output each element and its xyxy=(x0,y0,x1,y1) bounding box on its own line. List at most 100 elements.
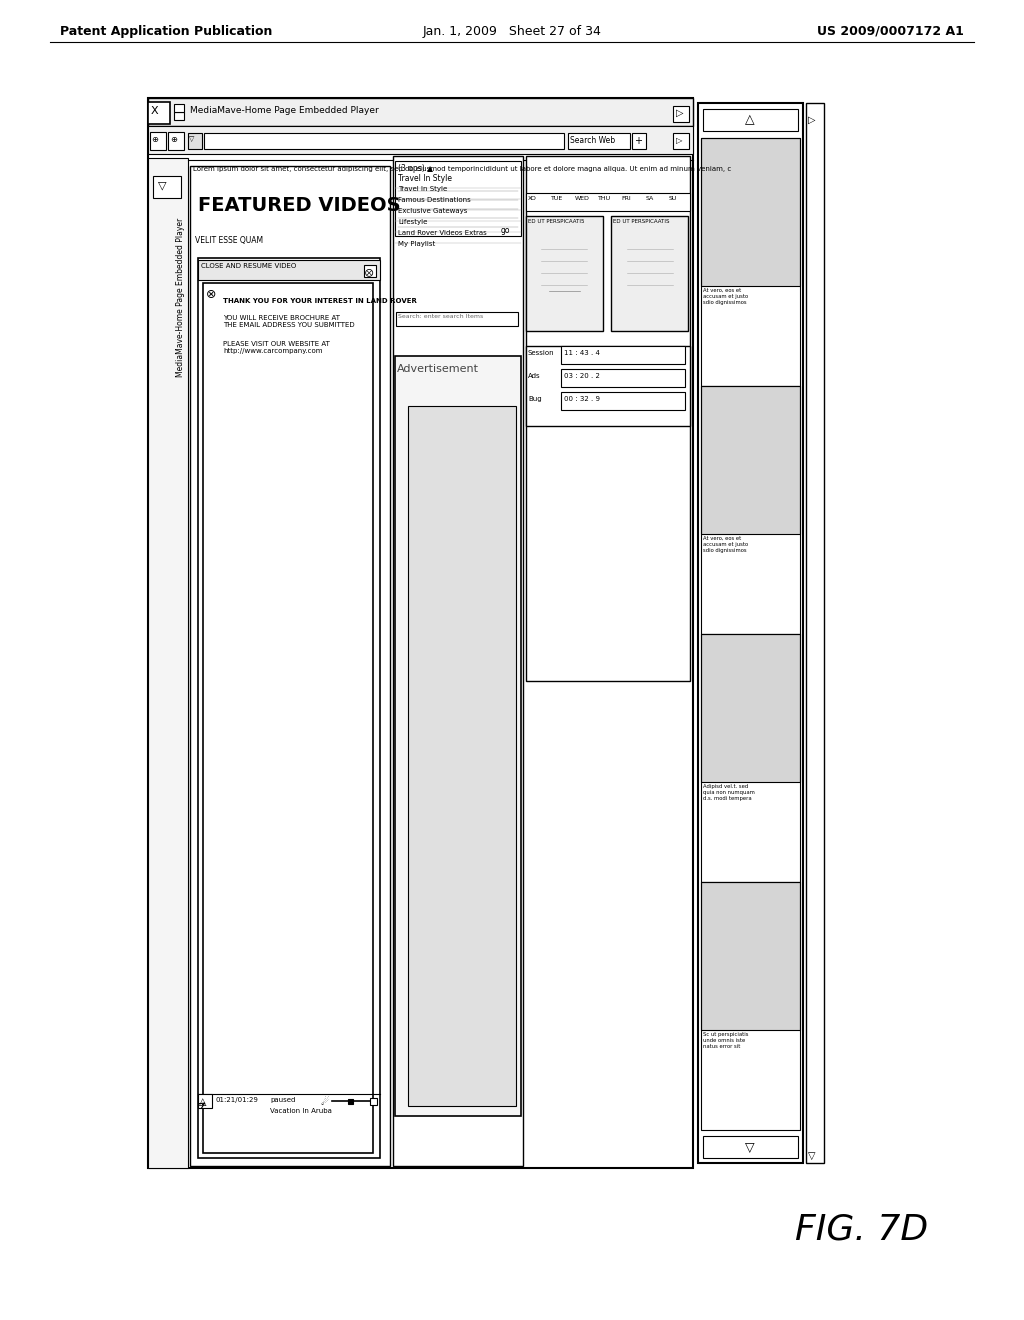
Bar xyxy=(701,385,800,535)
Bar xyxy=(198,260,380,280)
Text: At vero, eos et
accusam et justo
sdio dignissimos: At vero, eos et accusam et justo sdio di… xyxy=(703,536,749,553)
Bar xyxy=(148,158,188,1168)
Text: Search: enter search Items: Search: enter search Items xyxy=(398,314,483,319)
Text: +: + xyxy=(634,136,642,147)
Text: ▷: ▷ xyxy=(808,115,815,125)
Bar xyxy=(148,98,693,125)
Text: At vero, eos et
accusam et justo
sdio dignissimos: At vero, eos et accusam et justo sdio di… xyxy=(703,288,749,305)
Bar xyxy=(153,176,181,198)
Text: Famous Destinations: Famous Destinations xyxy=(398,197,471,203)
Text: Land Rover Videos Extras: Land Rover Videos Extras xyxy=(398,230,486,236)
Text: Advertisement: Advertisement xyxy=(397,364,479,374)
Bar xyxy=(632,133,646,149)
Bar xyxy=(370,1098,377,1105)
Text: (3 ops) ▲: (3 ops) ▲ xyxy=(398,164,433,173)
Text: Jan. 1, 2009   Sheet 27 of 34: Jan. 1, 2009 Sheet 27 of 34 xyxy=(423,25,601,38)
Text: Patent Application Publication: Patent Application Publication xyxy=(60,25,272,38)
Text: ⊕: ⊕ xyxy=(170,135,177,144)
Text: 03 : 20 . 2: 03 : 20 . 2 xyxy=(564,374,600,379)
Text: SA: SA xyxy=(645,195,653,201)
Bar xyxy=(188,133,202,149)
Text: ▷: ▷ xyxy=(676,108,683,117)
Text: Ads: Ads xyxy=(528,374,541,379)
Text: Session: Session xyxy=(528,350,555,356)
Bar xyxy=(148,98,693,1168)
Bar xyxy=(198,257,380,1158)
Bar xyxy=(348,1100,353,1104)
Text: CLOSE AND RESUME VIDEO: CLOSE AND RESUME VIDEO xyxy=(201,263,296,269)
Bar xyxy=(701,139,800,286)
Bar xyxy=(148,102,170,124)
Text: Travel In Style: Travel In Style xyxy=(398,186,447,191)
Text: VELIT ESSE QUAM: VELIT ESSE QUAM xyxy=(195,236,263,246)
Text: Search Web: Search Web xyxy=(570,136,615,145)
Bar xyxy=(364,265,376,277)
Text: ⨂: ⨂ xyxy=(365,267,374,276)
Text: ▽: ▽ xyxy=(808,1151,815,1162)
Text: Bug: Bug xyxy=(528,396,542,403)
Text: FRI: FRI xyxy=(622,195,632,201)
Bar xyxy=(190,166,390,1166)
Bar xyxy=(561,370,685,387)
Text: My Playlist: My Playlist xyxy=(398,242,435,247)
Bar xyxy=(396,312,518,326)
Text: ▽: ▽ xyxy=(745,1140,755,1154)
Bar xyxy=(198,1094,212,1107)
Text: ▷: ▷ xyxy=(676,136,683,145)
Text: paused: paused xyxy=(270,1097,295,1104)
Bar xyxy=(611,216,688,331)
Bar xyxy=(204,133,564,149)
Bar xyxy=(526,216,603,331)
Text: ⊗: ⊗ xyxy=(206,288,216,301)
Text: 00 : 32 . 9: 00 : 32 . 9 xyxy=(564,396,600,403)
Bar xyxy=(806,103,824,1163)
Text: Exclusive Gateways: Exclusive Gateways xyxy=(398,209,467,214)
Bar xyxy=(408,407,516,1106)
Text: ▽: ▽ xyxy=(189,136,195,143)
Bar xyxy=(526,346,690,426)
Text: US 2009/0007172 A1: US 2009/0007172 A1 xyxy=(817,25,964,38)
Bar xyxy=(174,104,184,112)
Text: SU: SU xyxy=(669,195,677,201)
Bar xyxy=(673,106,689,121)
Text: Travel In Style: Travel In Style xyxy=(398,174,452,183)
Text: △: △ xyxy=(745,114,755,125)
Bar xyxy=(703,110,798,131)
Text: X: X xyxy=(151,106,159,116)
Text: YOU WILL RECEIVE BROCHURE AT
THE EMAIL ADDRESS YOU SUBMITTED: YOU WILL RECEIVE BROCHURE AT THE EMAIL A… xyxy=(223,315,354,327)
Bar xyxy=(701,139,800,385)
Bar xyxy=(561,346,685,364)
Text: Adipisd vel.t. sed
quia non numquam
d.s. modi tempera: Adipisd vel.t. sed quia non numquam d.s.… xyxy=(703,784,755,801)
Bar xyxy=(148,125,693,154)
Text: PLEASE VISIT OUR WEBSITE AT
http://www.carcompany.com: PLEASE VISIT OUR WEBSITE AT http://www.c… xyxy=(223,341,330,354)
Bar xyxy=(561,392,685,411)
Bar xyxy=(701,882,800,1130)
Text: ED UT PERSPICAATI5: ED UT PERSPICAATI5 xyxy=(528,219,585,224)
Text: WED: WED xyxy=(574,195,590,201)
Bar xyxy=(701,882,800,1030)
Text: Sc ut perspiciatis
unde omnis iste
natus error sit: Sc ut perspiciatis unde omnis iste natus… xyxy=(703,1032,749,1048)
Text: 11 : 43 . 4: 11 : 43 . 4 xyxy=(564,350,600,356)
Bar xyxy=(174,112,184,120)
Text: FIG. 7D: FIG. 7D xyxy=(795,1212,928,1246)
Text: THANK YOU FOR YOUR INTEREST IN LAND ROVER: THANK YOU FOR YOUR INTEREST IN LAND ROVE… xyxy=(223,298,417,304)
Text: Lifestyle: Lifestyle xyxy=(398,219,427,224)
Text: ⊕: ⊕ xyxy=(151,135,158,144)
Text: ED UT PERSPICAATIS: ED UT PERSPICAATIS xyxy=(613,219,670,224)
Bar xyxy=(395,356,521,1115)
Bar xyxy=(150,132,166,150)
Bar xyxy=(526,156,690,681)
Text: TUE: TUE xyxy=(552,195,563,201)
Bar xyxy=(203,282,373,1152)
Bar xyxy=(568,133,630,149)
Bar xyxy=(526,193,690,211)
Bar xyxy=(701,385,800,634)
Text: ☄: ☄ xyxy=(319,1097,329,1107)
Bar xyxy=(673,133,689,149)
Text: ▽: ▽ xyxy=(158,180,167,190)
Bar xyxy=(395,161,521,236)
Text: Lorem ipsum dolor sit amet, consectetur adipiscing elit, sed do eiusmod temporin: Lorem ipsum dolor sit amet, consectetur … xyxy=(193,166,731,172)
Text: Vacation In Aruba: Vacation In Aruba xyxy=(270,1107,332,1114)
Bar xyxy=(393,156,523,1166)
Text: THU: THU xyxy=(598,195,611,201)
